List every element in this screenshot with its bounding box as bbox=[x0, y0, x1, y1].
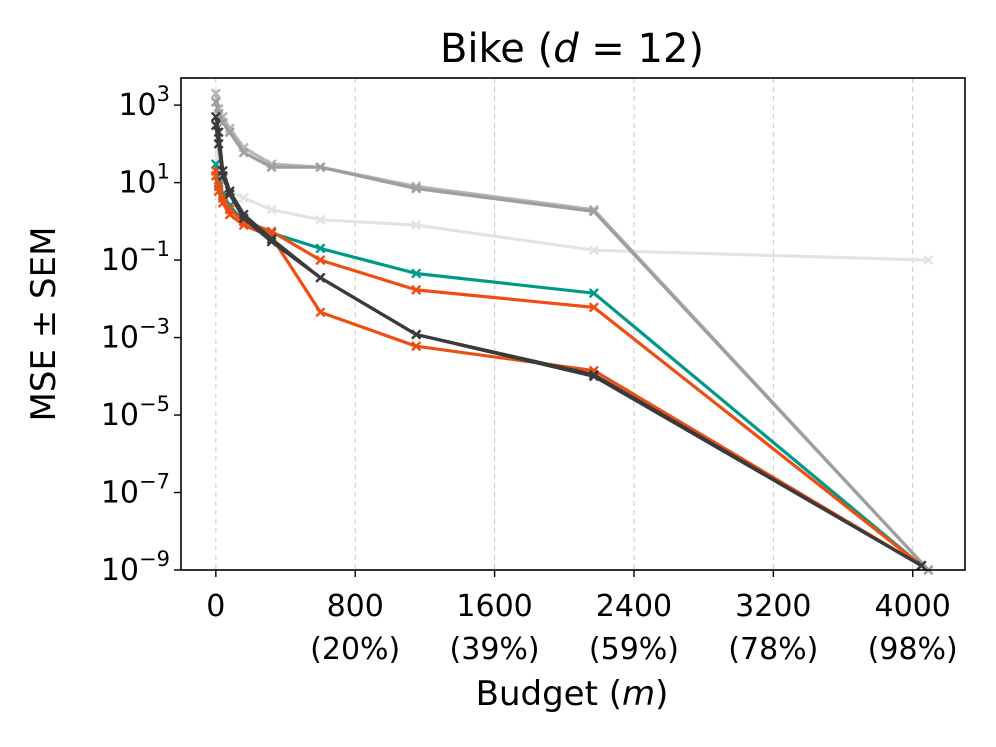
data-point-teal bbox=[411, 268, 422, 279]
x-tick-sublabel: (78%) bbox=[728, 632, 818, 667]
data-point-gray-light bbox=[411, 220, 422, 231]
data-point-gray-mid-2 bbox=[224, 127, 235, 138]
x-tick-label: 4000 bbox=[875, 589, 951, 624]
x-axis-title: Budget (m) bbox=[476, 674, 669, 714]
data-point-dark-2 bbox=[266, 236, 277, 247]
data-point-dark-2 bbox=[210, 120, 221, 131]
y-tick-exponent: 1 bbox=[157, 160, 170, 184]
data-point-dark-1 bbox=[210, 111, 221, 122]
data-point-gray-light bbox=[266, 204, 277, 215]
data-point-dark-2 bbox=[411, 329, 422, 340]
data-point-dark-2 bbox=[916, 560, 927, 571]
data-point-teal bbox=[315, 243, 326, 254]
data-point-gray-mid-2 bbox=[210, 97, 221, 108]
data-point-gray-mid-2 bbox=[588, 206, 599, 217]
data-point-gray-mid-2 bbox=[238, 147, 249, 158]
data-point-dark-2 bbox=[588, 369, 599, 380]
y-tick-exponent: 3 bbox=[157, 82, 170, 106]
data-point-gray-light bbox=[315, 214, 326, 225]
y-tick-label: 10−5 bbox=[101, 392, 170, 433]
y-tick-base: 10 bbox=[101, 476, 139, 511]
data-point-dark-2 bbox=[315, 272, 326, 283]
x-tick-label: 800 bbox=[327, 589, 384, 624]
data-point-orange-1 bbox=[411, 284, 422, 295]
data-point-dark-2 bbox=[213, 138, 224, 149]
data-point-orange-2 bbox=[411, 341, 422, 352]
y-tick-base: 10 bbox=[101, 398, 139, 433]
xlabel-main: Budget ( bbox=[476, 674, 622, 714]
data-point-teal bbox=[588, 288, 599, 299]
x-tick-sublabel: (59%) bbox=[589, 632, 679, 667]
data-point-orange-1 bbox=[315, 255, 326, 266]
x-tick-label: 0 bbox=[206, 589, 225, 624]
title-var: d bbox=[553, 26, 579, 72]
y-tick-exponent: −3 bbox=[139, 315, 170, 339]
y-tick-base: 10 bbox=[101, 243, 139, 278]
x-gridlines bbox=[215, 78, 914, 570]
chart-title: Bike (d = 12) bbox=[440, 26, 704, 72]
data-point-gray-mid-2 bbox=[266, 162, 277, 173]
x-tick-label: 3200 bbox=[735, 589, 811, 624]
data-point-dark-2 bbox=[238, 213, 249, 224]
y-tick-label: 10−7 bbox=[101, 470, 170, 511]
data-point-dark-2 bbox=[224, 189, 235, 200]
y-tick-exponent: −9 bbox=[139, 547, 170, 571]
xlabel-rest: ) bbox=[655, 674, 668, 714]
y-tick-base: 10 bbox=[118, 166, 156, 201]
x-tick-label: 1600 bbox=[456, 589, 532, 624]
y-tick-exponent: −7 bbox=[139, 470, 170, 494]
data-point-orange-2 bbox=[224, 209, 235, 220]
y-tick-base: 10 bbox=[118, 88, 156, 123]
plot-area-frame bbox=[180, 77, 966, 571]
x-tick-sublabel: (20%) bbox=[310, 632, 400, 667]
y-axis-title: MSE ± SEM bbox=[24, 227, 64, 422]
x-axis: 0 800 (20%) 1600 (39%) 2400 (59%) 3200 (78%) 4000… bbox=[206, 570, 958, 667]
y-tick-label: 103 bbox=[118, 82, 170, 123]
y-tick-exponent: −5 bbox=[139, 392, 170, 416]
data-point-gray-light bbox=[588, 245, 599, 256]
y-tick-label: 10−3 bbox=[101, 315, 170, 356]
data-point-gray-mid-2 bbox=[315, 162, 326, 173]
title-rest: = 12) bbox=[579, 26, 704, 72]
data-point-orange-2 bbox=[213, 186, 224, 197]
data-point-dark-2 bbox=[217, 170, 228, 181]
series-line-dark-2 bbox=[214, 125, 923, 567]
y-tick-exponent: −1 bbox=[139, 237, 170, 261]
y-tick-label: 101 bbox=[118, 160, 170, 201]
series-line-dark-1 bbox=[214, 116, 923, 567]
data-point-orange-1 bbox=[588, 302, 599, 313]
data-point-orange-2 bbox=[315, 307, 326, 318]
series-group bbox=[210, 88, 934, 576]
series-line-gray-light bbox=[214, 125, 929, 262]
data-point-orange-2 bbox=[217, 197, 228, 208]
data-point-gray-mid-1 bbox=[210, 88, 221, 99]
x-tick-label: 2400 bbox=[596, 589, 672, 624]
series-line-gray-mid-2 bbox=[214, 101, 930, 572]
xlabel-var: m bbox=[622, 674, 655, 714]
data-point-gray-mid-2 bbox=[411, 183, 422, 194]
title-main: Bike ( bbox=[440, 26, 553, 72]
y-tick-label: 10−1 bbox=[101, 237, 170, 278]
y-tick-base: 10 bbox=[101, 553, 139, 588]
data-point-gray-light bbox=[923, 255, 934, 266]
x-tick-sublabel: (39%) bbox=[450, 632, 540, 667]
data-point-gray-light bbox=[238, 192, 249, 204]
y-tick-label: 10−9 bbox=[101, 547, 170, 588]
y-tick-base: 10 bbox=[101, 321, 139, 356]
x-tick-sublabel: (98%) bbox=[868, 632, 958, 667]
